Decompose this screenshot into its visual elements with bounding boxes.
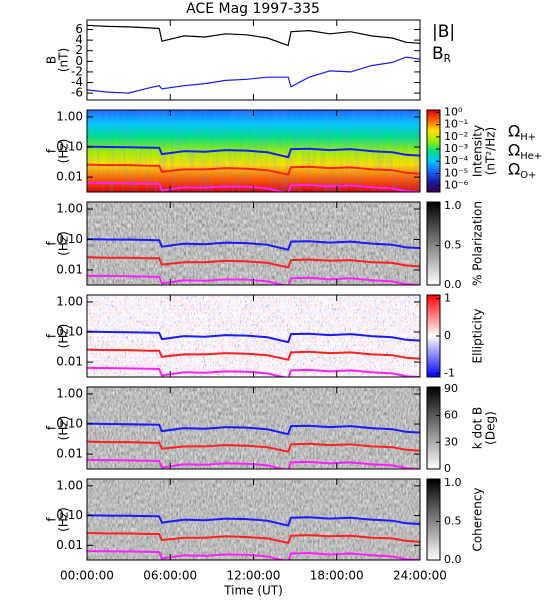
colorbar-tick-label: 10⁰ <box>444 105 463 118</box>
plot-frame <box>86 19 421 101</box>
chart-title: ACE Mag 1997-335 <box>186 1 320 17</box>
series-line <box>87 330 420 344</box>
y-tick-label: 1.00 <box>56 386 83 400</box>
y-axis-label: f <box>45 517 59 522</box>
y-tick-label: 4 <box>75 33 83 47</box>
y-tick-label: 2 <box>75 43 83 57</box>
series-line <box>87 256 420 269</box>
y-tick-label: 0.10 <box>56 325 83 339</box>
y-axis-label: (Hz) <box>57 416 71 441</box>
y-tick-label: 0 <box>75 54 83 68</box>
colorbar-tick-label: 10⁻⁴ <box>444 154 469 167</box>
colorbar-tick-label: 10⁻³ <box>444 142 468 155</box>
x-tick-label: 06:00:00 <box>143 569 197 583</box>
colorbar-tick-label: 90 <box>444 382 458 395</box>
colorbar-tick-label: 1 <box>444 292 451 305</box>
y-tick-label: 0.01 <box>56 447 83 461</box>
x-tick-label: 00:00:00 <box>60 569 114 583</box>
y-tick-label: 0.01 <box>56 538 83 552</box>
colorbar-label: Intensity <box>471 125 485 177</box>
y-tick-label: 1.00 <box>56 294 83 308</box>
y-tick-label: 0.10 <box>56 508 83 522</box>
colorbar-label: Coherency <box>471 487 485 551</box>
y-tick-label: 1.00 <box>56 202 83 216</box>
colorbar-tick-label: 0 <box>444 329 451 342</box>
colorbar-label: Ellipticity <box>471 309 485 364</box>
y-tick-label: 0.10 <box>56 232 83 246</box>
series-line <box>87 550 420 560</box>
colorbar-tick-label: 1.0 <box>444 476 462 489</box>
y-axis-label: B <box>45 56 59 64</box>
colorbar <box>426 386 441 470</box>
series-line <box>87 145 420 159</box>
series-line <box>87 458 420 469</box>
colorbar-tick-label: 10⁻⁶ <box>444 179 469 192</box>
series-line <box>87 163 420 176</box>
legend-label: |B| <box>432 22 455 42</box>
colorbar-label: k dot B <box>471 407 485 449</box>
series-line <box>87 366 420 377</box>
y-tick-label: -4 <box>71 75 83 89</box>
colorbar-tick-label: -1 <box>444 366 455 379</box>
y-axis-label: f <box>45 241 59 246</box>
colorbar <box>426 478 441 561</box>
y-tick-label: 1.00 <box>56 109 83 123</box>
colorbar-tick-label: 0.0 <box>444 553 462 566</box>
y-tick-label: 0.01 <box>56 262 83 276</box>
series-line <box>87 274 420 285</box>
colorbar <box>426 109 441 193</box>
series-line <box>87 532 420 545</box>
y-tick-label: -2 <box>71 64 83 78</box>
y-axis-label: (Hz) <box>57 139 71 164</box>
colorbar-label: % Polarization <box>471 201 485 286</box>
y-axis-label: (Hz) <box>57 231 71 256</box>
y-tick-label: 1.00 <box>56 478 83 492</box>
y-tick-label: 0.01 <box>56 170 83 184</box>
colorbar-tick-label: 10⁻⁵ <box>444 166 468 179</box>
colorbar-tick-label: 0.5 <box>444 238 462 251</box>
series-line <box>87 348 420 361</box>
y-tick-label: 0.10 <box>56 417 83 431</box>
legend-label: ΩO+ <box>508 160 536 182</box>
x-axis-label: Time (UT) <box>223 584 283 598</box>
y-tick-label: 0.01 <box>56 355 83 369</box>
series-line <box>87 238 420 251</box>
colorbar-tick-label: 30 <box>444 435 458 448</box>
legend-label: BR <box>432 44 452 65</box>
colorbar <box>426 201 441 286</box>
y-tick-label: -6 <box>71 86 83 100</box>
series-line <box>87 422 420 436</box>
y-axis-label: f <box>45 333 59 338</box>
y-axis-label: f <box>45 148 59 153</box>
colorbar-tick-label: 0 <box>444 462 451 475</box>
y-axis-label: (Hz) <box>57 507 71 532</box>
colorbar-tick-label: 60 <box>444 409 458 422</box>
y-axis-label: (nT) <box>57 48 71 72</box>
x-tick-label: 12:00:00 <box>227 569 281 583</box>
x-tick-label: 24:00:00 <box>393 569 447 583</box>
colorbar-tick-label: 10⁻² <box>444 130 468 143</box>
colorbar-label: (nT²/Hz) <box>484 127 498 175</box>
series-line <box>87 56 420 94</box>
y-axis-label: f <box>45 425 59 430</box>
colorbar-tick-label: 10⁻¹ <box>444 118 468 131</box>
y-tick-label: 0.10 <box>56 140 83 154</box>
series-line <box>87 181 420 192</box>
colorbar-tick-label: 1.0 <box>444 199 462 212</box>
series-line <box>87 440 420 453</box>
series-line <box>87 514 420 527</box>
colorbar-label: (Deg) <box>484 411 498 445</box>
y-axis-label: (Hz) <box>57 324 71 349</box>
series-line <box>87 24 420 47</box>
colorbar-tick-label: 0.5 <box>444 514 462 527</box>
x-tick-label: 18:00:00 <box>310 569 364 583</box>
colorbar-tick-label: 0.0 <box>444 278 462 291</box>
y-tick-label: 6 <box>75 22 83 36</box>
